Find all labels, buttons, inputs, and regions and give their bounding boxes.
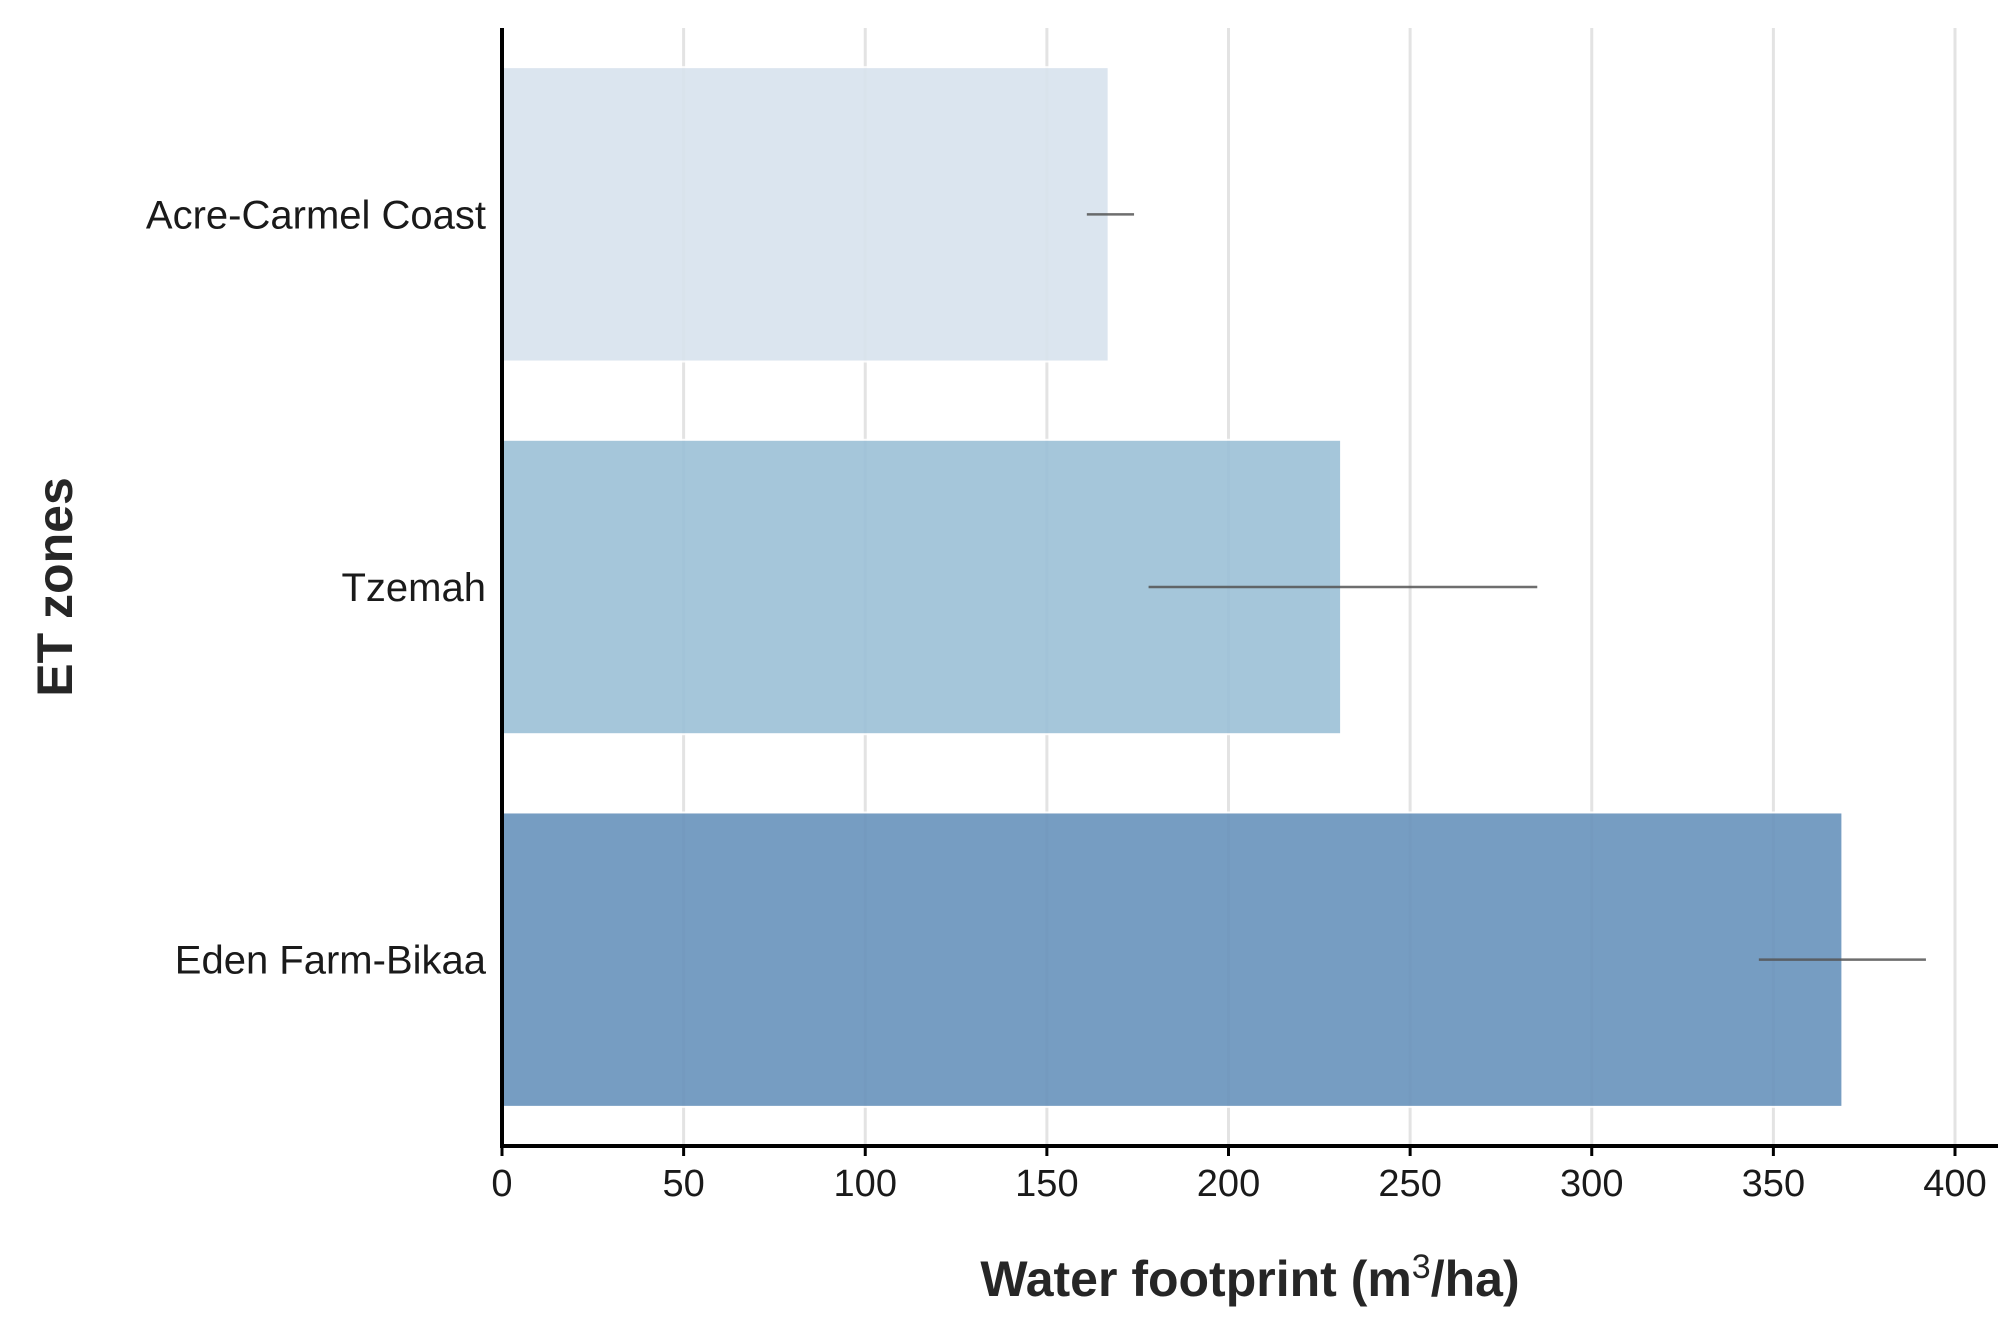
category-label: Tzemah [342,566,487,610]
bar [501,811,1844,1108]
x-tick-label: 350 [1742,1163,1805,1205]
y-axis-title: ET zones [27,477,83,696]
category-labels: Acre-Carmel Coast Tzemah Eden Farm-Bikaa [146,193,487,982]
error-bars [1086,213,1926,961]
x-tick-label: 400 [1923,1163,1986,1205]
x-tick-label: 0 [491,1163,512,1205]
x-tick-label: 200 [1197,1163,1260,1205]
x-tick-label: 300 [1560,1163,1623,1205]
x-axis-title-main: Water footprint (m [980,1251,1411,1307]
x-axis-title-superscript: 3 [1412,1248,1431,1286]
category-label: Eden Farm-Bikaa [175,939,487,983]
category-label: Acre-Carmel Coast [146,193,486,237]
x-tick-label: 50 [662,1163,704,1205]
x-axis-title: Water footprint (m3/ha) [980,1248,1519,1307]
x-axis-title-suffix: /ha) [1431,1251,1520,1307]
x-tick-label: 250 [1378,1163,1441,1205]
bar [501,66,1110,363]
x-tick-label: 100 [834,1163,897,1205]
x-ticks: 0 50 100 150 200 250 300 350 400 [491,1146,1987,1205]
x-tick-label: 150 [1015,1163,1078,1205]
